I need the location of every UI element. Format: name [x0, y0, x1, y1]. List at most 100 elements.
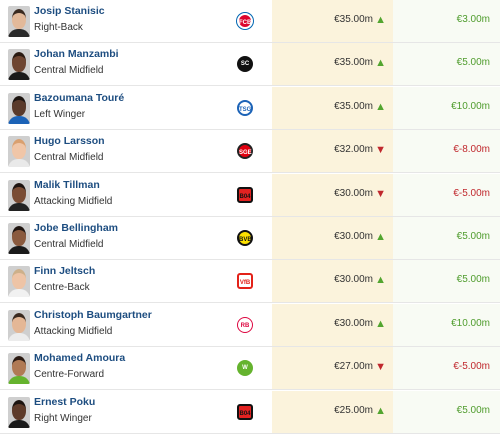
player-avatar[interactable]	[8, 309, 30, 341]
vfl-wolfsburg-logo[interactable]: W	[237, 360, 253, 377]
avatar-shirt	[8, 289, 30, 298]
player-avatar[interactable]	[8, 92, 30, 124]
market-value-cell: €30.00m ▲	[272, 260, 393, 303]
market-value-cell: €25.00m ▲	[272, 390, 393, 433]
player-name-link[interactable]: Finn Jeltsch	[34, 265, 96, 278]
arrow-up-icon: ▲	[375, 404, 386, 417]
avatar-face	[12, 312, 26, 333]
value-change: €-5.00m	[453, 187, 490, 199]
avatar-shirt	[8, 72, 30, 81]
market-value-cell: €30.00m ▼	[272, 173, 393, 216]
eintracht-frankfurt-logo[interactable]: SGE	[237, 143, 253, 160]
player-avatar[interactable]	[8, 223, 30, 254]
avatar-shirt	[8, 332, 30, 341]
club-cell	[200, 87, 272, 129]
value-change: €3.00m	[456, 14, 490, 25]
avatar-shirt	[8, 29, 30, 37]
market-value-cell: €35.00m ▲	[272, 43, 393, 86]
player-name-link[interactable]: Mohamed Amoura	[34, 352, 126, 365]
market-value: €30.00m	[334, 274, 373, 286]
market-value-cell: €27.00m ▼	[272, 347, 393, 390]
player-position: Central Midfield	[34, 239, 104, 250]
market-value: €35.00m	[334, 100, 373, 112]
value-change-cell: €3.00m	[393, 0, 500, 42]
table-row: Ernest Poku Right Winger B04 €25.00m ▲ €…	[0, 390, 500, 434]
avatar-shirt	[8, 202, 30, 211]
avatar-face	[12, 9, 26, 29]
value-change-cell: €-8.00m	[393, 130, 500, 173]
avatar-face	[12, 226, 26, 246]
bayer-leverkusen-logo[interactable]: B04	[237, 186, 253, 203]
arrow-up-icon: ▲	[375, 100, 386, 113]
table-row: Malik Tillman Attacking Midfield B04 €30…	[0, 173, 500, 217]
avatar-face	[12, 182, 26, 203]
player-name-link[interactable]: Bazoumana Touré	[34, 91, 125, 104]
value-change-cell: €5.00m	[393, 217, 500, 259]
arrow-up-icon: ▲	[375, 14, 386, 26]
player-cell: Hugo Larsson Central Midfield	[0, 130, 200, 172]
rb-leipzig-logo[interactable]: RB	[237, 316, 253, 333]
value-change: €5.00m	[456, 57, 490, 69]
arrow-down-icon: ▼	[375, 187, 386, 200]
avatar-face	[12, 269, 26, 290]
player-name-link[interactable]: Josip Stanisic	[34, 5, 105, 17]
player-position: Attacking Midfield	[34, 195, 113, 207]
player-position: Centre-Forward	[34, 369, 105, 381]
player-name-link[interactable]: Hugo Larsson	[34, 135, 105, 148]
player-name-link[interactable]: Christoph Baumgartner	[34, 308, 152, 321]
club-cell	[200, 130, 272, 172]
club-cell	[200, 347, 272, 389]
table-row: Hugo Larsson Central Midfield SGE €32.00…	[0, 130, 500, 174]
player-name-link[interactable]: Jobe Bellingham	[34, 222, 119, 234]
player-avatar[interactable]	[8, 49, 30, 81]
player-cell: Mohamed Amoura Centre-Forward	[0, 347, 200, 389]
market-value: €25.00m	[334, 404, 373, 416]
avatar-face	[12, 139, 26, 160]
player-cell: Christoph Baumgartner Attacking Midfield	[0, 304, 200, 346]
club-cell	[200, 0, 272, 42]
player-name-link[interactable]: Malik Tillman	[34, 178, 100, 191]
club-cell	[200, 260, 272, 302]
player-position: Centre-Back	[34, 282, 90, 294]
arrow-down-icon: ▼	[375, 144, 386, 157]
table-row: Christoph Baumgartner Attacking Midfield…	[0, 303, 500, 347]
bayern-munich-logo[interactable]: FCB	[237, 13, 253, 29]
vfb-stuttgart-logo[interactable]: VfB	[237, 273, 253, 290]
avatar-face	[12, 52, 26, 73]
avatar-shirt	[8, 246, 30, 254]
player-avatar[interactable]	[8, 396, 30, 428]
table-row: Josip Stanisic Right-Back FCB €35.00m ▲ …	[0, 0, 500, 43]
borussia-dortmund-logo[interactable]: BVB	[237, 230, 253, 246]
market-value-cell: €30.00m ▲	[272, 217, 393, 259]
player-cell: Jobe Bellingham Central Midfield	[0, 217, 200, 259]
value-change: €5.00m	[456, 274, 490, 286]
player-cell: Ernest Poku Right Winger	[0, 391, 200, 433]
player-avatar[interactable]	[8, 353, 30, 385]
player-name-link[interactable]: Ernest Poku	[34, 395, 96, 408]
arrow-up-icon: ▲	[375, 274, 386, 287]
bayer-leverkusen-logo[interactable]: B04	[237, 403, 253, 420]
avatar-shirt	[8, 419, 30, 428]
player-name-link[interactable]: Johan Manzambi	[34, 48, 119, 61]
player-avatar[interactable]	[8, 179, 30, 211]
player-position: Central Midfield	[34, 65, 104, 77]
club-cell	[200, 217, 272, 259]
player-cell: Malik Tillman Attacking Midfield	[0, 174, 200, 216]
player-avatar[interactable]	[8, 266, 30, 298]
value-change: €10.00m	[451, 317, 490, 329]
club-cell	[200, 391, 272, 433]
table-row: Johan Manzambi Central Midfield SC €35.0…	[0, 43, 500, 87]
market-value: €30.00m	[334, 187, 373, 199]
market-value: €35.00m	[334, 57, 373, 69]
player-avatar[interactable]	[8, 136, 30, 168]
arrow-up-icon: ▲	[375, 57, 386, 70]
avatar-shirt	[8, 159, 30, 168]
player-position: Left Winger	[34, 108, 86, 120]
market-value-cell: €32.00m ▼	[272, 130, 393, 173]
market-value: €35.00m	[334, 14, 373, 25]
player-avatar[interactable]	[8, 6, 30, 37]
value-change: €-5.00m	[453, 361, 490, 373]
hoffenheim-logo[interactable]: TSG	[237, 99, 253, 116]
sc-freiburg-logo[interactable]: SC	[237, 56, 253, 73]
